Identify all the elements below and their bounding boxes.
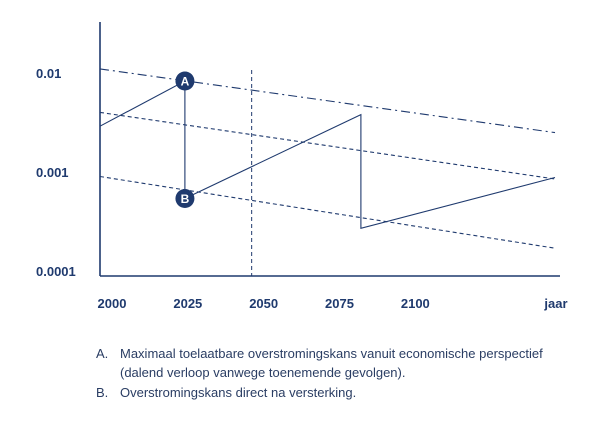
x-tick-label: 2075	[325, 296, 354, 311]
marker-a: A	[175, 71, 195, 91]
note-text: Overstromingskans direct na versterking.	[120, 385, 357, 400]
legend-notes: A. Maximaal toelaatbare overstromingskan…	[96, 344, 576, 403]
y-tick-label: 0.0001	[36, 264, 76, 279]
marker-b: B	[175, 188, 195, 208]
note-text: Maximaal toelaatbare overstromingskans v…	[120, 346, 543, 380]
chart-axes	[99, 22, 560, 277]
note-b: B. Overstromingskans direct na versterki…	[96, 383, 576, 402]
y-tick-label: 0.01	[36, 66, 61, 81]
x-tick-label: 2000	[98, 296, 127, 311]
chart-series	[99, 68, 556, 249]
marker-label: A	[181, 75, 190, 89]
note-marker: A.	[96, 346, 109, 361]
x-tick-label: 2100	[401, 296, 430, 311]
series-line-dashed-2	[99, 175, 556, 249]
x-tick-label: 2025	[173, 296, 202, 311]
chart-markers: AB	[175, 71, 195, 208]
x-axis-unit-label: jaar	[543, 296, 567, 311]
marker-circle	[175, 71, 195, 91]
y-tick-label: 0.001	[36, 165, 69, 180]
marker-circle	[175, 188, 195, 208]
marker-label: B	[181, 192, 190, 206]
note-a: A. Maximaal toelaatbare overstromingskan…	[96, 344, 576, 382]
series-line-dash-dot-0	[99, 68, 556, 134]
x-tick-label: 2050	[249, 296, 278, 311]
chart-tick-labels: 0.01 0.001 0.0001 2000 2025 2050 2075 2100 jaar	[36, 66, 568, 311]
series-line-solid-3	[99, 80, 556, 230]
note-marker: B.	[96, 385, 109, 400]
series-line-dashed-1	[99, 111, 556, 180]
